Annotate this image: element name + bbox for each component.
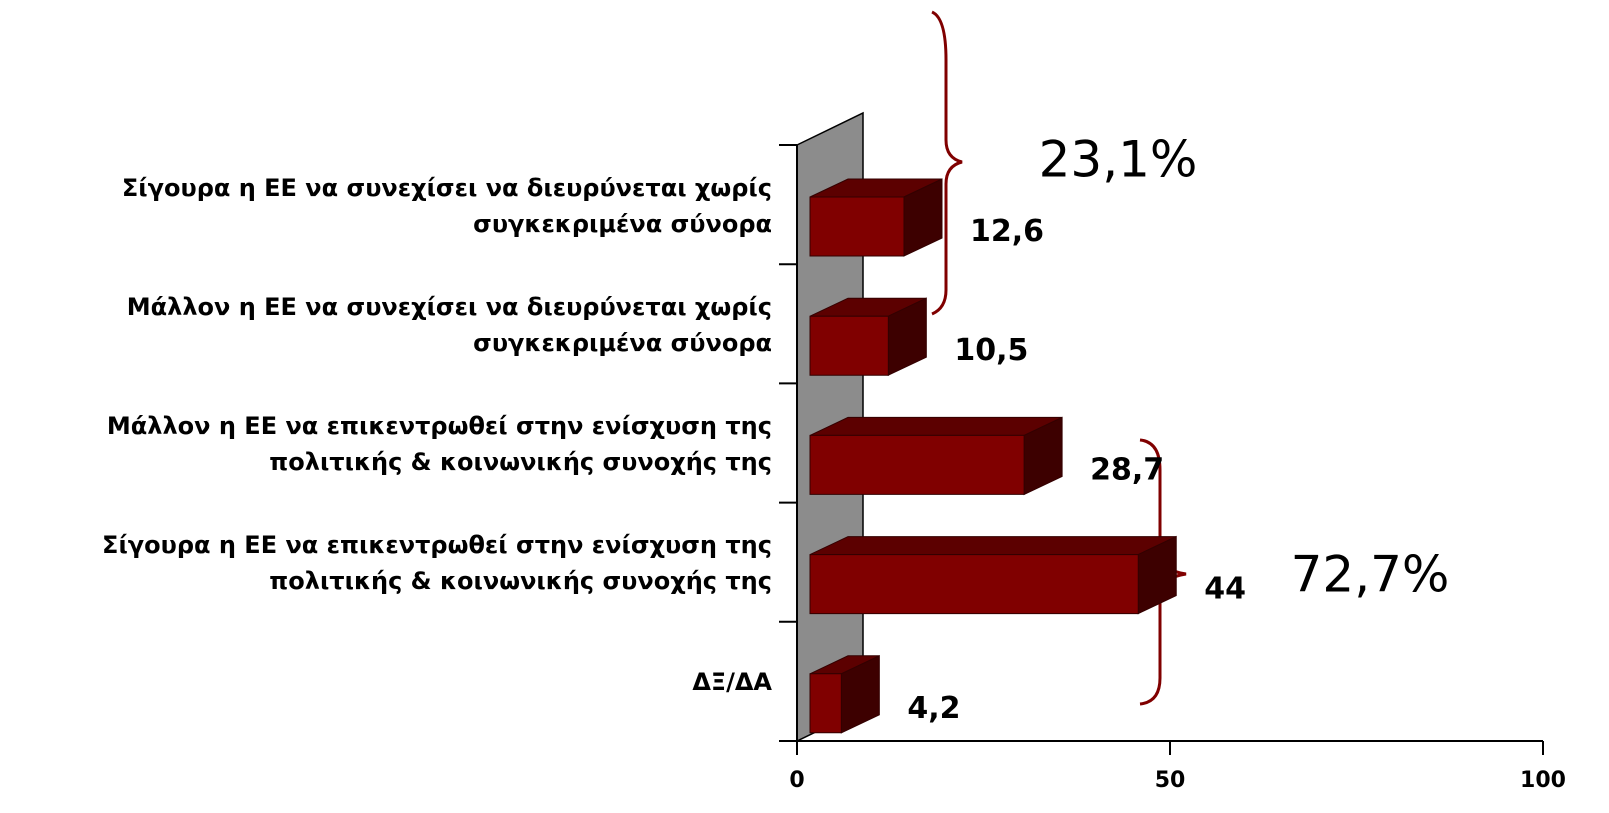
value-label: 10,5 bbox=[954, 333, 1028, 368]
category-label: Μάλλον η ΕΕ να συνεχίσει να διευρύνεται … bbox=[126, 292, 772, 357]
category-label: Σίγουρα η ΕΕ να επικεντρωθεί στην ενίσχυ… bbox=[102, 531, 772, 596]
value-label: 28,7 bbox=[1090, 452, 1164, 487]
bar bbox=[809, 655, 880, 734]
bar bbox=[809, 297, 927, 376]
bar-front bbox=[809, 196, 905, 257]
annotation: 72,7% bbox=[1291, 546, 1450, 604]
bar-top bbox=[809, 416, 1063, 436]
brace-top bbox=[931, 10, 963, 316]
bar-top bbox=[809, 536, 1177, 556]
annotation: 23,1% bbox=[1039, 131, 1198, 189]
x-tick-label: 100 bbox=[1520, 768, 1566, 793]
bar-front bbox=[809, 554, 1139, 615]
bar-front bbox=[809, 315, 889, 376]
category-label: ΔΞ/ΔΑ bbox=[692, 668, 772, 697]
x-tick-label: 50 bbox=[1155, 768, 1186, 793]
x-tick-label: 0 bbox=[789, 768, 804, 793]
bar-front bbox=[809, 673, 842, 734]
bar bbox=[809, 535, 1177, 615]
bar bbox=[809, 416, 1063, 496]
brace-bottom bbox=[1139, 438, 1187, 706]
bar-front bbox=[809, 434, 1025, 495]
bar bbox=[809, 178, 943, 257]
value-label: 4,2 bbox=[907, 691, 960, 726]
category-label: Μάλλον η ΕΕ να επικεντρωθεί στην ενίσχυσ… bbox=[106, 412, 772, 476]
value-label: 44 bbox=[1204, 572, 1246, 607]
value-label: 12,6 bbox=[970, 214, 1044, 249]
category-label: Σίγουρα η ΕΕ να συνεχίσει να διευρύνεται… bbox=[121, 173, 772, 238]
